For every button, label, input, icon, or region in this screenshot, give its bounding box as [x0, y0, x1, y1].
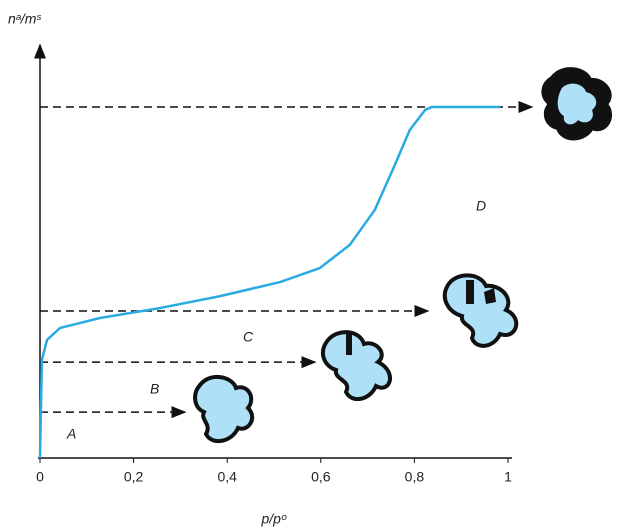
region-label: C — [243, 329, 254, 345]
x-tick-label: 0,8 — [405, 469, 425, 485]
x-tick-label: 0,2 — [124, 469, 144, 485]
particle-icons — [193, 67, 612, 444]
y-axis-label: nᵃ/mˢ — [8, 11, 41, 27]
x-tick-label: 0,6 — [311, 469, 331, 485]
region-label: B — [150, 381, 159, 397]
x-tick-label: 1 — [504, 469, 512, 485]
x-axis-label: p/pᵒ — [261, 511, 287, 527]
isotherm-line — [38, 105, 501, 459]
region-label: D — [476, 198, 486, 214]
region-label: A — [66, 426, 76, 442]
x-tick-label: 0 — [36, 469, 44, 485]
x-tick-label: 0,4 — [217, 469, 237, 485]
